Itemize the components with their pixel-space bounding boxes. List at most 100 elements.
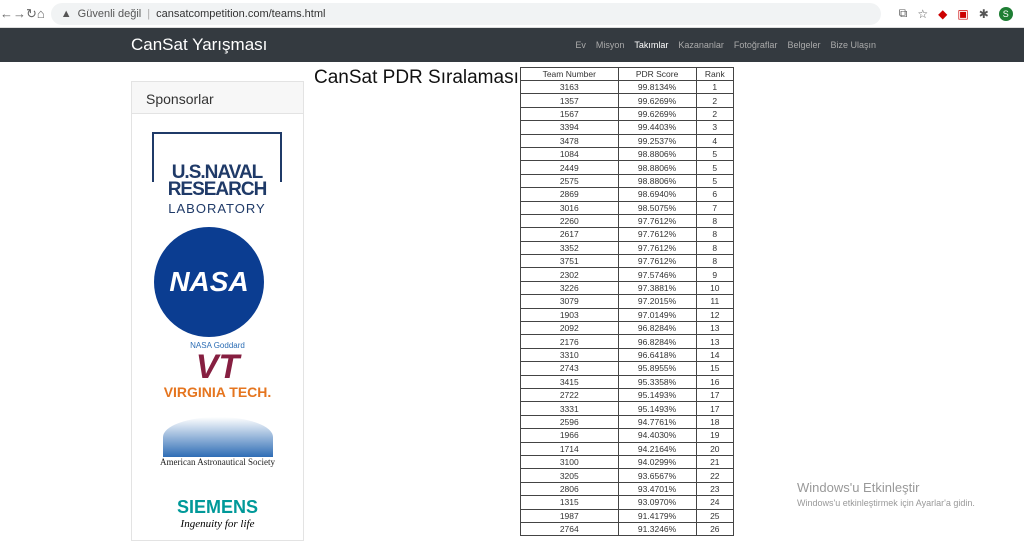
table-row: 2764 91.3246% 26: [520, 521, 735, 537]
table-cell: 6: [695, 187, 735, 202]
table-cell: 98.8806%: [617, 146, 697, 162]
table-cell: 97.7612%: [617, 254, 697, 269]
table-cell: 1714: [520, 441, 619, 456]
table-cell: 3016: [520, 200, 619, 215]
nav-link[interactable]: Ev: [575, 40, 586, 50]
table-cell: 2449: [520, 160, 619, 175]
table-row: 2176 96.8284% 13: [520, 334, 735, 349]
table-row: 2596 94.7761% 18: [520, 414, 735, 430]
extension-icon[interactable]: ◆: [938, 6, 948, 21]
table-cell: 5: [695, 146, 735, 162]
table-cell: 1357: [520, 93, 619, 108]
table-cell: 1903: [520, 307, 619, 323]
table-cell: 98.6940%: [617, 187, 697, 202]
nav-link[interactable]: Fotoğraflar: [733, 40, 778, 50]
translate-icon[interactable]: ⧉: [898, 6, 908, 20]
reload-icon[interactable]: ↻: [26, 5, 37, 21]
table-cell: 97.5746%: [617, 267, 697, 282]
table-cell: 3: [695, 120, 735, 135]
table-cell: 97.3881%: [617, 280, 697, 296]
table-cell: 4: [695, 133, 735, 148]
table-row: 3310 96.6418% 14: [520, 347, 735, 363]
nav-link[interactable]: Belgeler: [787, 40, 821, 50]
table-row: 3331 95.1493% 17: [520, 401, 735, 416]
column-header: Rank: [695, 67, 735, 81]
table-cell: 91.3246%: [617, 521, 697, 537]
brand[interactable]: CanSat Yarışması: [131, 35, 268, 54]
table-row: 2302 97.5746% 9: [520, 267, 735, 282]
browser-toolbar: ← → ↻ ⌂ ▲ Güvenli değil | cansatcompetit…: [0, 0, 1024, 28]
table-cell: 99.6269%: [617, 93, 697, 108]
table-cell: 96.6418%: [617, 347, 697, 363]
table-row: 1987 91.4179% 25: [520, 508, 735, 523]
puzzle-icon[interactable]: ✱: [978, 6, 989, 21]
table-cell: 13: [695, 334, 735, 349]
table-cell: 12: [695, 307, 735, 323]
table-cell: 2617: [520, 227, 619, 242]
table-cell: 2764: [520, 521, 619, 537]
table-cell: 95.1493%: [617, 387, 697, 403]
sponsors-panel: Sponsorlar U.S.NAVAL RESEARCH LABORATORY…: [131, 81, 304, 541]
url-text: cansatcompetition.com/teams.html: [156, 7, 326, 20]
nav-link[interactable]: Kazananlar: [678, 40, 724, 50]
table-cell: 5: [695, 173, 735, 189]
menu-icon[interactable]: ⋮: [1023, 7, 1024, 21]
table-cell: 98.8806%: [617, 160, 697, 175]
table-cell: 17: [695, 387, 735, 403]
table-cell: 94.4030%: [617, 428, 697, 443]
warning-icon: ▲: [60, 7, 72, 20]
column-header: PDR Score: [617, 67, 697, 81]
nav-link[interactable]: Takımlar: [634, 40, 669, 50]
siemens-logo: SIEMENS Ingenuity for life: [176, 497, 259, 530]
star-icon[interactable]: ☆: [917, 6, 929, 21]
nasa-logo: NASA: [154, 227, 264, 337]
table-row: 3205 93.6567% 22: [520, 468, 735, 483]
table-cell: 18: [695, 414, 735, 430]
nav-link[interactable]: Bize Ulaşın: [830, 40, 876, 50]
home-icon[interactable]: ⌂: [36, 6, 45, 21]
navbar: CanSat Yarışması Ev Misyon Takımlar Kazanan…: [0, 28, 1024, 62]
table-cell: 2260: [520, 213, 619, 229]
table-cell: 95.1493%: [617, 401, 697, 416]
table-cell: 3079: [520, 294, 619, 309]
table-cell: 3394: [520, 120, 619, 135]
table-cell: 14: [695, 347, 735, 363]
table-row: 3079 97.2015% 11: [520, 294, 735, 309]
table-cell: 3352: [520, 240, 619, 256]
table-cell: 97.7612%: [617, 240, 697, 256]
table-cell: 3331: [520, 401, 619, 416]
table-cell: 93.0970%: [617, 495, 697, 510]
table-row: 1966 94.4030% 19: [520, 428, 735, 443]
table-cell: 95.8955%: [617, 361, 697, 376]
table-cell: 98.5075%: [617, 200, 697, 215]
security-label: Güvenli değil: [77, 7, 142, 20]
table-cell: 94.0299%: [617, 454, 697, 470]
table-cell: 93.6567%: [617, 468, 697, 483]
table-cell: 11: [695, 294, 735, 309]
page-title: CanSat PDR Sıralaması: [314, 67, 519, 88]
extension-icon[interactable]: ▣: [957, 6, 969, 21]
table-cell: 3205: [520, 468, 619, 483]
table-row: 2092 96.8284% 13: [520, 321, 735, 336]
table-row: 1714 94.2164% 20: [520, 441, 735, 456]
nasa-caption: NASA Goddard: [190, 341, 245, 350]
table-cell: 2092: [520, 321, 619, 336]
table-cell: 2: [695, 93, 735, 108]
table-cell: 2722: [520, 387, 619, 403]
table-cell: 1567: [520, 106, 619, 122]
table-row: 2869 98.6940% 6: [520, 187, 735, 202]
back-icon[interactable]: ←: [0, 6, 13, 21]
avatar[interactable]: S: [998, 6, 1013, 21]
table-cell: 3415: [520, 374, 619, 389]
table-row: 3478 99.2537% 4: [520, 133, 735, 148]
table-row: 1567 99.6269% 2: [520, 106, 735, 122]
address-bar[interactable]: ▲ Güvenli değil | cansatcompetition.com/…: [50, 2, 881, 25]
nav-link[interactable]: Misyon: [595, 40, 625, 50]
forward-icon[interactable]: →: [13, 6, 26, 21]
table-cell: 97.2015%: [617, 294, 697, 309]
table-cell: 21: [695, 454, 735, 470]
table-cell: 26: [695, 521, 735, 537]
table-row: 1903 97.0149% 12: [520, 307, 735, 323]
table-cell: 3310: [520, 347, 619, 363]
table-row: 2575 98.8806% 5: [520, 173, 735, 189]
